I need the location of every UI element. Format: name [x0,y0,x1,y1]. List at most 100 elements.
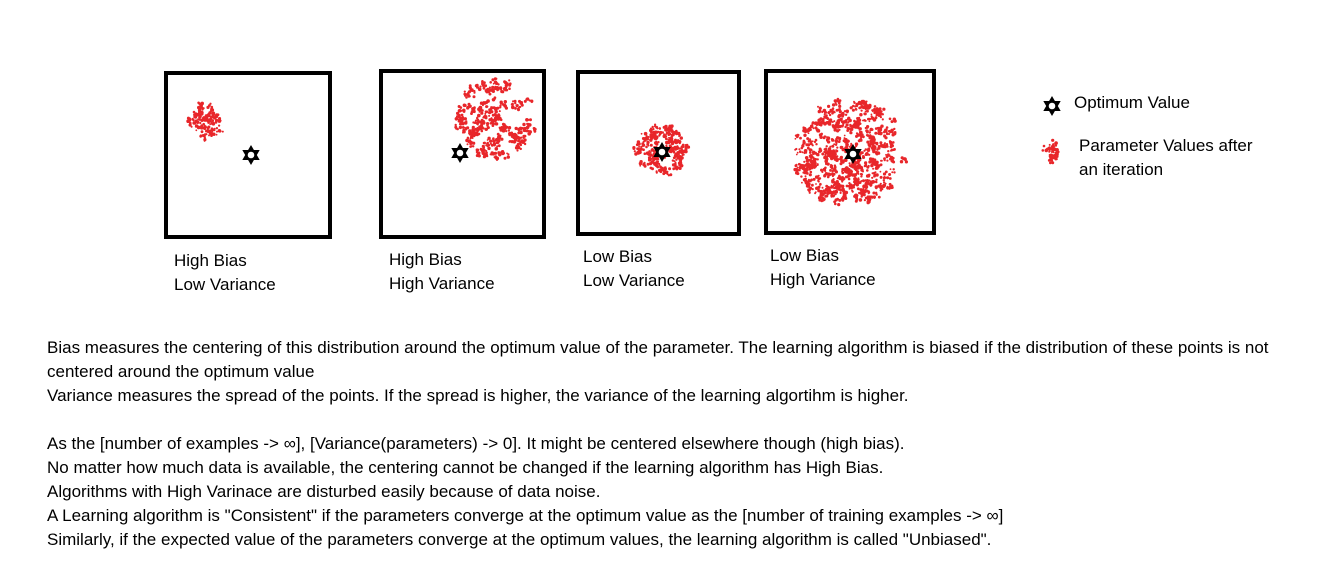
parameter-dot [835,150,838,153]
parameter-dot [467,138,470,140]
parameter-dot [827,104,831,108]
parameter-dot [462,110,466,113]
parameter-dot [882,107,886,111]
parameter-dot [493,98,496,101]
parameter-dot [860,180,863,182]
parameter-dot [478,125,481,129]
parameter-dot [830,184,833,187]
parameter-dot [869,142,872,145]
parameter-dot [872,167,875,170]
parameter-dot [883,181,886,184]
parameter-dot [865,186,868,190]
parameter-dot [512,100,515,103]
parameter-dot [466,106,470,110]
parameter-dot [470,111,473,114]
parameter-dot [497,83,500,86]
parameter-dot [856,170,859,174]
parameter-dot [818,147,822,151]
parameter-dot [847,184,850,188]
parameter-dot [671,133,674,137]
parameter-dot [853,177,857,180]
parameter-dot [811,121,815,125]
parameter-dot [499,134,502,137]
note-consistent: A Learning algorithm is "Consistent" if … [47,506,1004,525]
parameter-dot [652,127,655,131]
parameter-dot [811,183,814,187]
parameter-dot [832,139,835,142]
parameter-dot [1053,154,1056,158]
parameter-dot [862,155,865,157]
parameter-dot [824,172,828,175]
parameter-dot [825,111,828,114]
note-variance: Variance measures the spread of the poin… [47,386,909,405]
parameter-dot [833,99,837,103]
parameter-dots [1041,138,1060,165]
parameter-dot [506,155,510,159]
parameter-dot [843,193,847,197]
parameter-dot [664,137,668,141]
parameter-dot [649,136,653,139]
parameter-dot [879,175,883,179]
parameter-dot [516,104,519,107]
parameter-dot [888,129,891,133]
parameter-dot [200,124,204,128]
parameter-dot [875,107,879,111]
parameter-dot [505,86,508,89]
parameter-dot [834,202,837,206]
parameter-dot [803,149,808,153]
parameter-dot [522,134,526,138]
parameter-dot [832,178,835,181]
parameter-dot [210,105,214,109]
parameter-dot [849,130,852,133]
parameter-dot [815,183,817,185]
parameter-dot [871,109,874,112]
parameter-dot [506,152,508,155]
parameter-dot [829,169,832,172]
parameter-dot [472,95,476,99]
parameter-dot [842,192,845,195]
parameter-dot [804,156,809,160]
parameter-dot [678,142,681,145]
parameter-dot [1049,147,1053,151]
parameter-dot [843,137,846,140]
parameter-dot [903,157,907,161]
parameter-dot [860,195,863,198]
parameter-dot [839,145,843,150]
parameter-dot [869,134,872,138]
parameter-dot [849,127,853,131]
caption-bias: Low Bias [583,247,652,266]
parameter-dot [492,123,495,125]
parameter-dot [466,143,469,146]
parameter-dot [825,155,829,158]
parameter-dot [203,116,207,119]
parameter-dot [899,160,904,164]
parameter-dot [656,165,660,169]
parameter-dot [862,186,865,189]
parameter-dot [845,168,848,171]
parameter-dot [484,100,488,105]
parameter-dot [472,145,475,148]
parameter-dot [889,168,892,171]
parameter-dot [480,129,484,133]
parameter-dot [501,90,505,94]
parameter-dot [808,154,811,157]
parameter-dot [888,173,892,176]
panel-high-bias-high-variance [379,69,546,239]
parameter-dot [1051,138,1055,142]
parameter-dot [477,87,482,92]
parameter-dot [854,161,858,165]
parameter-dot [202,107,205,110]
parameter-dot [481,150,485,155]
parameter-dot [891,156,895,160]
parameter-dot [197,101,200,105]
parameter-dot [877,108,880,111]
parameter-dot [868,120,871,123]
parameter-dot [199,102,203,106]
parameter-dot [1056,150,1060,154]
parameter-dot [840,159,844,163]
parameter-dot [651,125,654,129]
parameter-dot [845,138,848,141]
parameter-dot [678,166,682,170]
parameter-dot [838,198,842,202]
parameter-dot [845,109,849,113]
